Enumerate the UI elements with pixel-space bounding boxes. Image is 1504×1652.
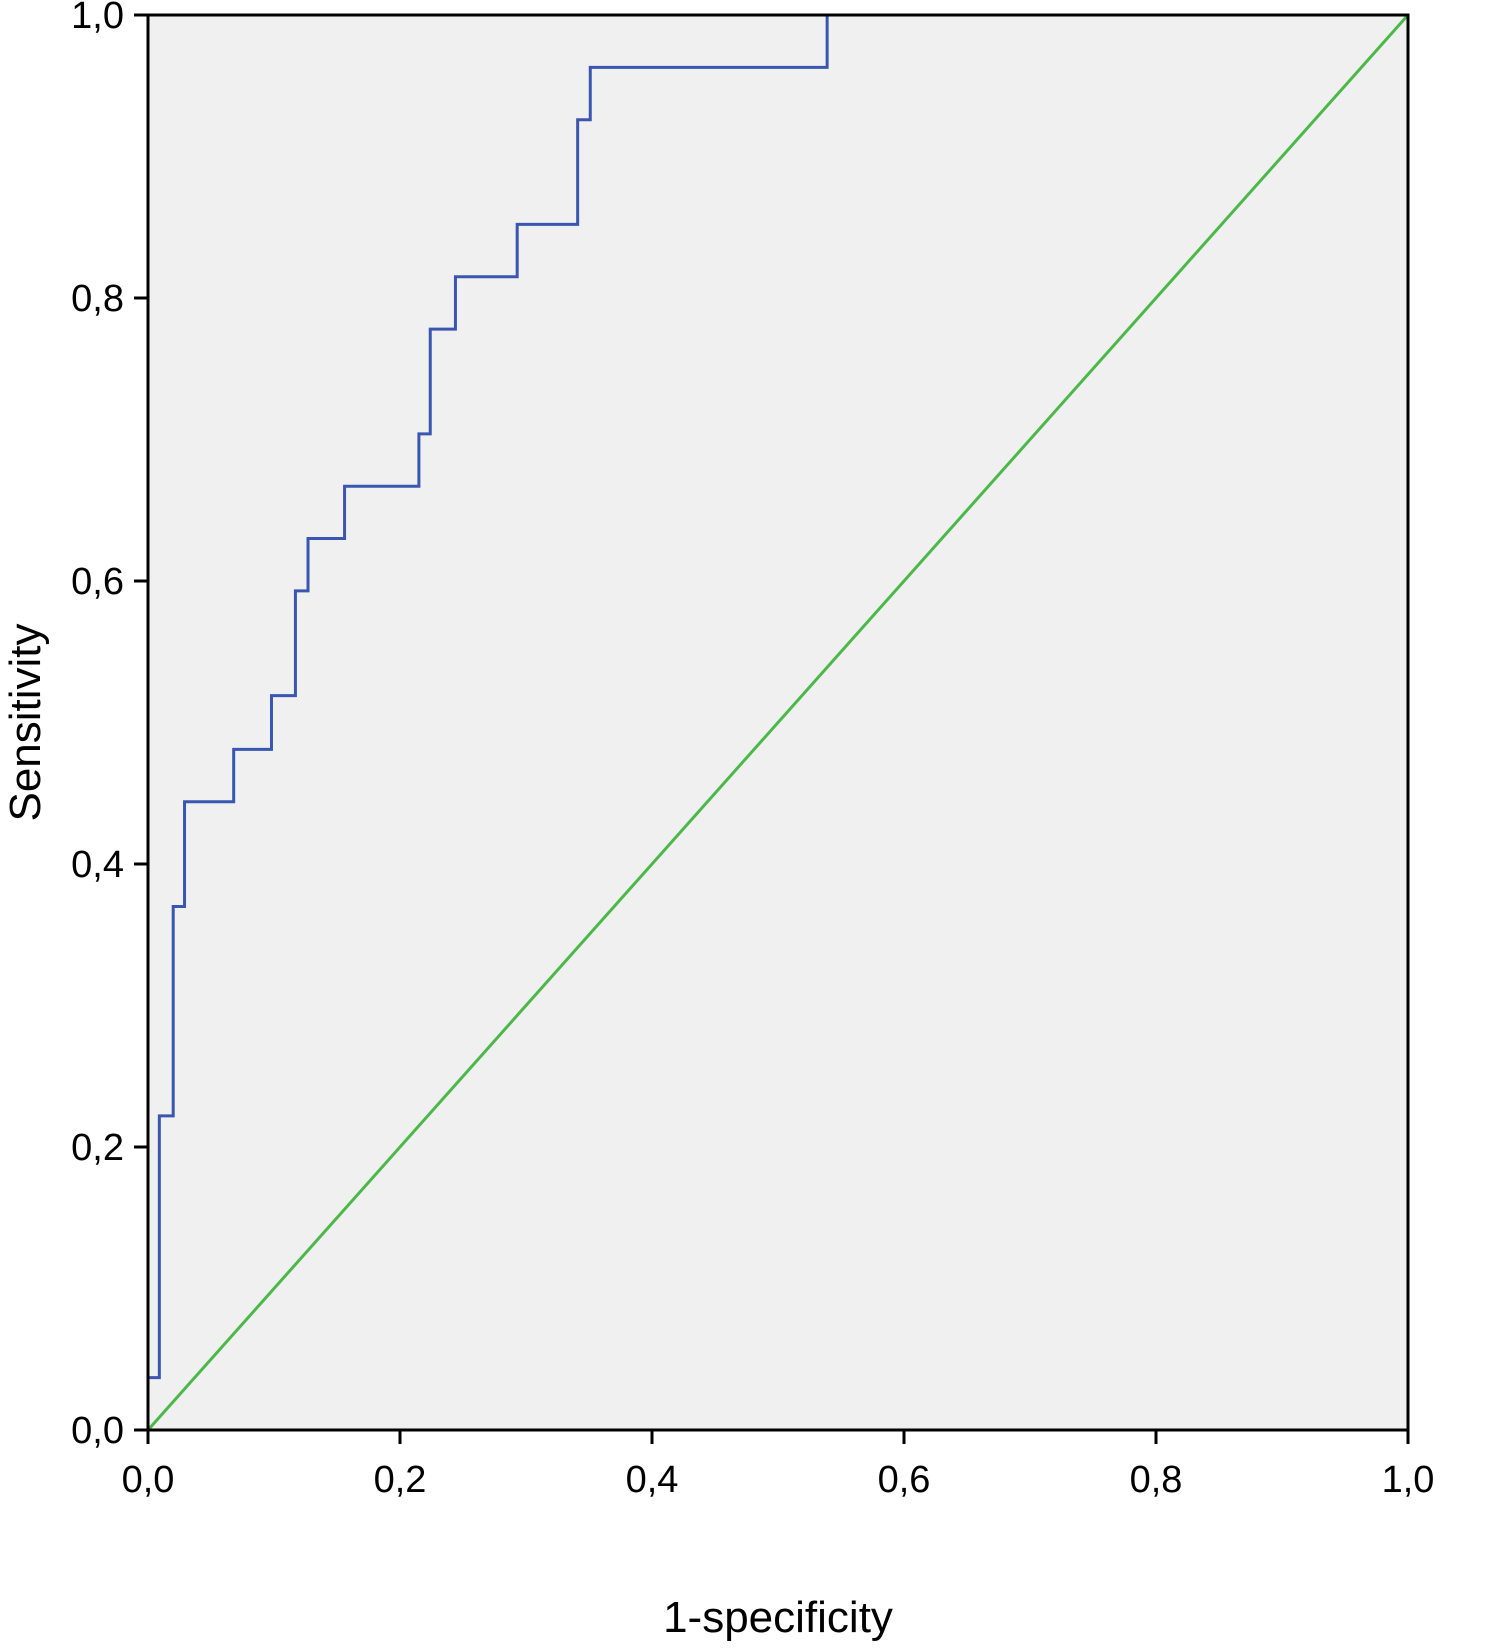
x-tick-label: 0,8 [1130, 1459, 1183, 1501]
y-tick-label: 0,6 [71, 561, 124, 603]
x-tick-label: 0,0 [122, 1459, 175, 1501]
roc-curve [146, 13, 1408, 1430]
x-axis-title: 1-specificity [663, 1593, 893, 1642]
y-axis-title: Sensitivity [1, 623, 50, 821]
y-tick-label: 1,0 [71, 0, 124, 37]
series-layer [146, 13, 1410, 1431]
x-tick-label: 0,2 [374, 1459, 427, 1501]
x-tick-label: 0,6 [878, 1459, 931, 1501]
plot-frame [146, 13, 1410, 1432]
x-tick-label: 1,0 [1382, 1459, 1435, 1501]
y-tick-label: 0,0 [71, 1410, 124, 1452]
y-axis: 0,0 0,2 0,4 0,6 0,8 1,0 [71, 0, 148, 1452]
x-tick-label: 0,4 [626, 1459, 679, 1501]
x-axis: 0,0 0,2 0,4 0,6 0,8 1,0 [122, 1430, 1435, 1501]
y-tick-label: 0,4 [71, 844, 124, 886]
reference-line [146, 14, 1410, 1431]
y-tick-label: 0,8 [71, 278, 124, 320]
y-tick-label: 0,2 [71, 1127, 124, 1169]
